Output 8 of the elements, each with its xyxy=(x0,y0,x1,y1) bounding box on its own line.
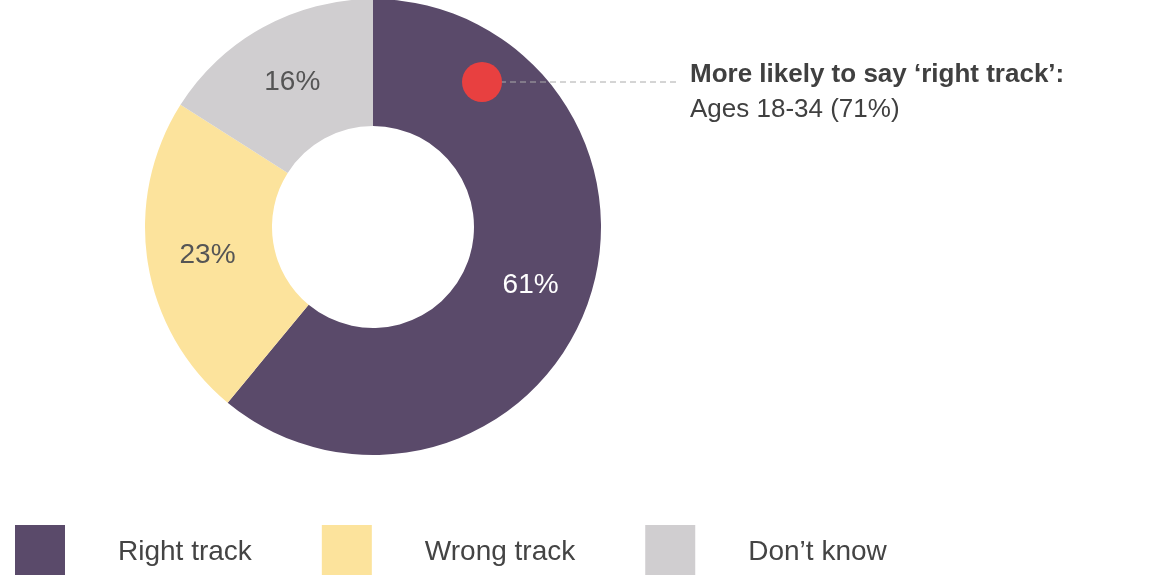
legend-label: Wrong track xyxy=(424,534,577,566)
legend-label: Don’t know xyxy=(748,534,888,566)
data-label: 16% xyxy=(264,64,321,96)
data-label: 23% xyxy=(179,237,236,269)
data-label: 61% xyxy=(502,268,559,300)
text: More likely to say ‘right track’: xyxy=(690,58,1065,88)
legend-label: Right track xyxy=(118,534,253,566)
text: Ages 18-34 (71%) xyxy=(690,93,900,123)
